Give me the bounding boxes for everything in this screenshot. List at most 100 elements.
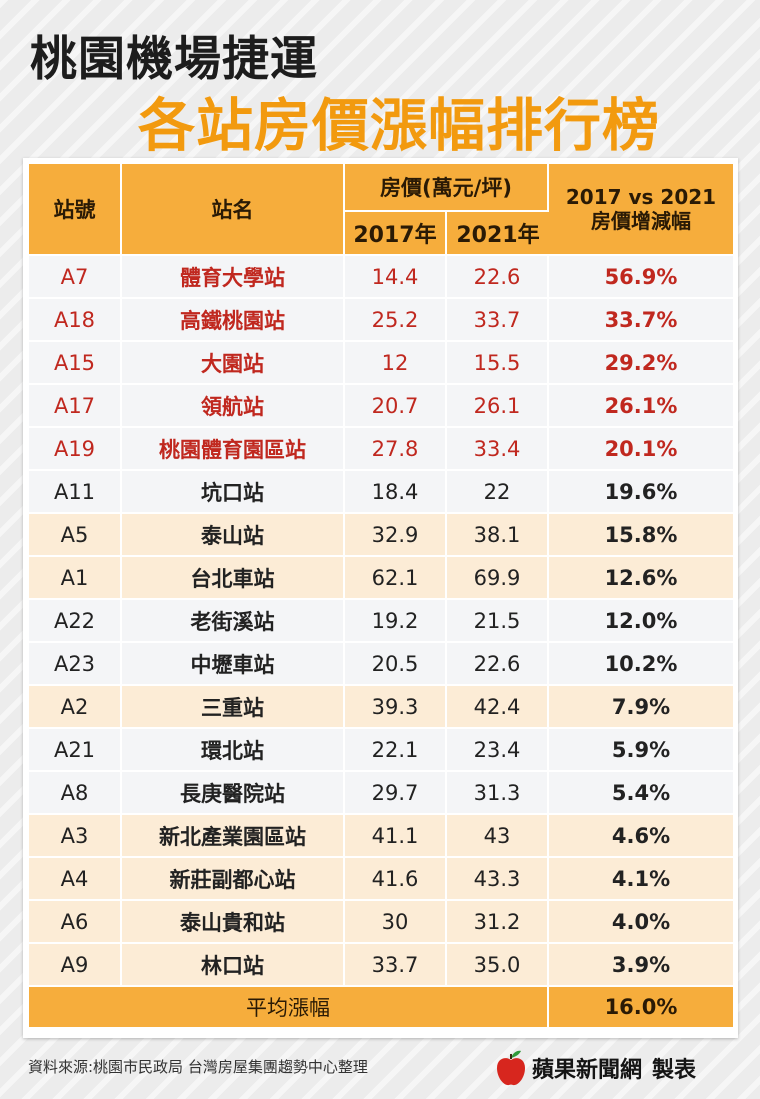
price-change: 7.9% (549, 686, 733, 729)
price-2017: 33.7 (345, 944, 447, 987)
table-row: A8 長庚醫院站 29.7 31.3 5.4% (29, 772, 733, 815)
table-row: A3 新北產業園區站 41.1 43 4.6% (29, 815, 733, 858)
price-2021: 43.3 (447, 858, 549, 901)
page-title: 桃園機場捷運 (30, 32, 318, 87)
station-name: 泰山貴和站 (122, 901, 345, 944)
price-2017: 22.1 (345, 729, 447, 772)
table-row: A21 環北站 22.1 23.4 5.9% (29, 729, 733, 772)
price-change: 4.6% (549, 815, 733, 858)
price-2021: 26.1 (447, 385, 549, 428)
price-2017: 27.8 (345, 428, 447, 471)
station-code: A17 (29, 385, 122, 428)
table-row: A18 高鐵桃園站 25.2 33.7 33.7% (29, 299, 733, 342)
source-note: 資料來源:桃園市民政局 台灣房屋集團趨勢中心整理 (28, 1058, 368, 1076)
table-row: A19 桃園體育園區站 27.8 33.4 20.1% (29, 428, 733, 471)
price-change: 10.2% (549, 643, 733, 686)
table-row: A1 台北車站 62.1 69.9 12.6% (29, 557, 733, 600)
price-2017: 39.3 (345, 686, 447, 729)
price-2021: 31.3 (447, 772, 549, 815)
station-code: A1 (29, 557, 122, 600)
station-code: A3 (29, 815, 122, 858)
station-name: 體育大學站 (122, 256, 345, 299)
price-2021: 69.9 (447, 557, 549, 600)
header-price-group: 房價(萬元/坪) (345, 164, 549, 212)
station-name: 環北站 (122, 729, 345, 772)
price-change: 4.1% (549, 858, 733, 901)
price-2017: 20.5 (345, 643, 447, 686)
station-code: A9 (29, 944, 122, 987)
price-2017: 20.7 (345, 385, 447, 428)
apple-logo-icon (497, 1050, 525, 1086)
price-2017: 25.2 (345, 299, 447, 342)
station-name: 中壢車站 (122, 643, 345, 686)
table-row: A5 泰山站 32.9 38.1 15.8% (29, 514, 733, 557)
table-row: A9 林口站 33.7 35.0 3.9% (29, 944, 733, 987)
table-row: A23 中壢車站 20.5 22.6 10.2% (29, 643, 733, 686)
price-change: 19.6% (549, 471, 733, 514)
station-name: 台北車站 (122, 557, 345, 600)
price-2017: 32.9 (345, 514, 447, 557)
price-change: 4.0% (549, 901, 733, 944)
header-change-line2: 房價增減幅 (591, 209, 691, 233)
page-subtitle: 各站房價漲幅排行榜 (138, 93, 660, 159)
table-row: A22 老街溪站 19.2 21.5 12.0% (29, 600, 733, 643)
average-value: 16.0% (549, 987, 733, 1027)
price-2017: 62.1 (345, 557, 447, 600)
table-row: A15 大園站 12 15.5 29.2% (29, 342, 733, 385)
price-change: 33.7% (549, 299, 733, 342)
price-2021: 38.1 (447, 514, 549, 557)
station-code: A2 (29, 686, 122, 729)
price-change: 15.8% (549, 514, 733, 557)
station-code: A21 (29, 729, 122, 772)
price-2021: 43 (447, 815, 549, 858)
station-code: A6 (29, 901, 122, 944)
price-2017: 41.1 (345, 815, 447, 858)
station-code: A19 (29, 428, 122, 471)
station-code: A4 (29, 858, 122, 901)
price-2021: 35.0 (447, 944, 549, 987)
price-2021: 15.5 (447, 342, 549, 385)
table-row: A4 新莊副都心站 41.6 43.3 4.1% (29, 858, 733, 901)
average-label: 平均漲幅 (29, 987, 549, 1027)
table-row: A11 坑口站 18.4 22 19.6% (29, 471, 733, 514)
price-2017: 30 (345, 901, 447, 944)
table-row: A7 體育大學站 14.4 22.6 56.9% (29, 256, 733, 299)
price-2017: 29.7 (345, 772, 447, 815)
station-name: 領航站 (122, 385, 345, 428)
price-2017: 41.6 (345, 858, 447, 901)
station-name: 三重站 (122, 686, 345, 729)
price-change: 5.9% (549, 729, 733, 772)
price-2021: 21.5 (447, 600, 549, 643)
price-2021: 31.2 (447, 901, 549, 944)
station-name: 新北產業園區站 (122, 815, 345, 858)
price-2021: 22 (447, 471, 549, 514)
price-2017: 18.4 (345, 471, 447, 514)
station-code: A11 (29, 471, 122, 514)
brand-name: 蘋果新聞網 (532, 1058, 643, 1083)
price-2017: 12 (345, 342, 447, 385)
header-station-code: 站號 (29, 164, 122, 256)
station-name: 桃園體育園區站 (122, 428, 345, 471)
station-name: 大園站 (122, 342, 345, 385)
price-change: 29.2% (549, 342, 733, 385)
station-code: A7 (29, 256, 122, 299)
header-change: 2017 vs 2021 房價增減幅 (549, 164, 733, 256)
header-change-line1: 2017 vs 2021 (565, 185, 717, 209)
price-2021: 42.4 (447, 686, 549, 729)
price-2021: 33.4 (447, 428, 549, 471)
price-change: 20.1% (549, 428, 733, 471)
price-change: 5.4% (549, 772, 733, 815)
station-code: A8 (29, 772, 122, 815)
price-change: 56.9% (549, 256, 733, 299)
price-change: 3.9% (549, 944, 733, 987)
station-name: 長庚醫院站 (122, 772, 345, 815)
ranking-table: 站號 站名 房價(萬元/坪) 2017 vs 2021 房價增減幅 2017年 … (29, 164, 733, 1027)
price-2017: 19.2 (345, 600, 447, 643)
price-2021: 23.4 (447, 729, 549, 772)
header-year-2021: 2021年 (447, 212, 549, 256)
price-2021: 22.6 (447, 643, 549, 686)
station-name: 坑口站 (122, 471, 345, 514)
table-row: A2 三重站 39.3 42.4 7.9% (29, 686, 733, 729)
brand-credit: 蘋果新聞網 製表 (494, 1046, 696, 1090)
price-2021: 22.6 (447, 256, 549, 299)
